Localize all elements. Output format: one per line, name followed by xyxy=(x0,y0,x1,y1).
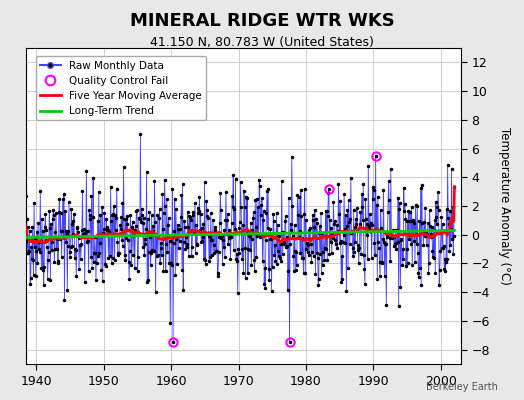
Legend: Raw Monthly Data, Quality Control Fail, Five Year Moving Average, Long-Term Tren: Raw Monthly Data, Quality Control Fail, … xyxy=(36,56,206,120)
Text: 41.150 N, 80.783 W (United States): 41.150 N, 80.783 W (United States) xyxy=(150,36,374,49)
Text: Berkeley Earth: Berkeley Earth xyxy=(426,382,498,392)
Text: MINERAL RIDGE WTR WKS: MINERAL RIDGE WTR WKS xyxy=(129,12,395,30)
Y-axis label: Temperature Anomaly (°C): Temperature Anomaly (°C) xyxy=(498,127,511,285)
